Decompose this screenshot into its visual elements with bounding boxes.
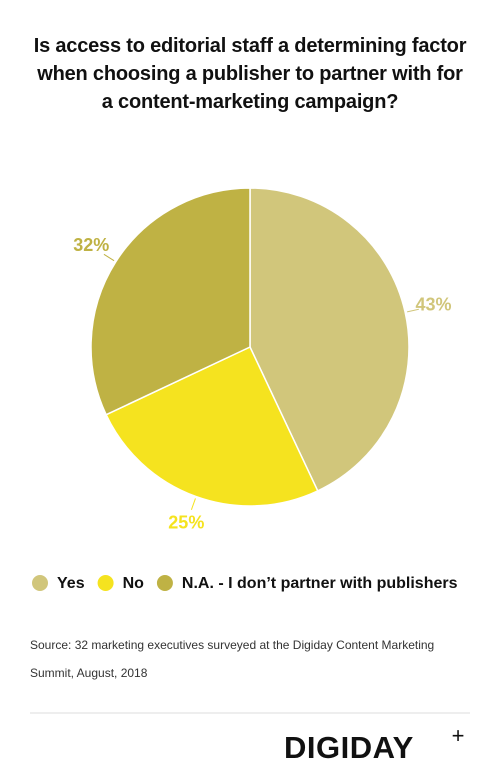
- data-label: 32%: [73, 235, 109, 255]
- pie-slice: [90, 187, 251, 416]
- data-label: 43%: [415, 295, 451, 315]
- source-note: Source: 32 marketing executives surveyed…: [30, 638, 435, 680]
- logo: DIGIDAY: [284, 730, 414, 765]
- legend-swatch: [97, 575, 114, 591]
- legend-swatch: [156, 575, 173, 591]
- leader-line: [190, 498, 196, 510]
- legend-label: No: [123, 575, 145, 592]
- leader-line: [407, 308, 419, 313]
- leader-line: [103, 253, 115, 262]
- logo-mark: +: [452, 723, 465, 748]
- pie-slice: [249, 187, 410, 492]
- legend-swatch: [32, 575, 48, 591]
- chart-title: Is access to editorial staff a determini…: [33, 35, 467, 113]
- legend-label: N.A. - I don’t partner with publishers: [182, 575, 458, 592]
- data-label: 25%: [168, 513, 204, 533]
- pie-slice: [105, 346, 319, 507]
- legend-label: Yes: [57, 575, 85, 592]
